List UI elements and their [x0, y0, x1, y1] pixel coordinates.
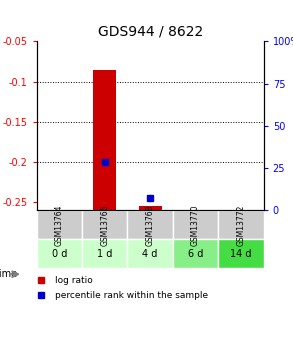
FancyBboxPatch shape	[218, 210, 264, 239]
FancyBboxPatch shape	[37, 210, 82, 239]
Text: time: time	[0, 269, 18, 279]
Title: GDS944 / 8622: GDS944 / 8622	[98, 25, 203, 39]
Text: log ratio: log ratio	[55, 276, 93, 285]
FancyBboxPatch shape	[82, 239, 127, 268]
Text: GSM13772: GSM13772	[236, 204, 246, 246]
Text: 0 d: 0 d	[52, 249, 67, 259]
FancyBboxPatch shape	[82, 210, 127, 239]
FancyBboxPatch shape	[173, 210, 218, 239]
Text: percentile rank within the sample: percentile rank within the sample	[55, 291, 208, 300]
Text: GSM13766: GSM13766	[100, 204, 109, 246]
Text: 14 d: 14 d	[230, 249, 252, 259]
Text: 6 d: 6 d	[188, 249, 203, 259]
FancyBboxPatch shape	[127, 210, 173, 239]
FancyBboxPatch shape	[218, 239, 264, 268]
FancyBboxPatch shape	[127, 239, 173, 268]
Text: GSM13768: GSM13768	[146, 204, 155, 246]
Bar	[139, 206, 161, 210]
FancyBboxPatch shape	[37, 239, 82, 268]
FancyBboxPatch shape	[173, 239, 218, 268]
Text: GSM13770: GSM13770	[191, 204, 200, 246]
Bar	[93, 70, 116, 210]
Text: 4 d: 4 d	[142, 249, 158, 259]
Text: 1 d: 1 d	[97, 249, 113, 259]
Text: GSM13764: GSM13764	[55, 204, 64, 246]
